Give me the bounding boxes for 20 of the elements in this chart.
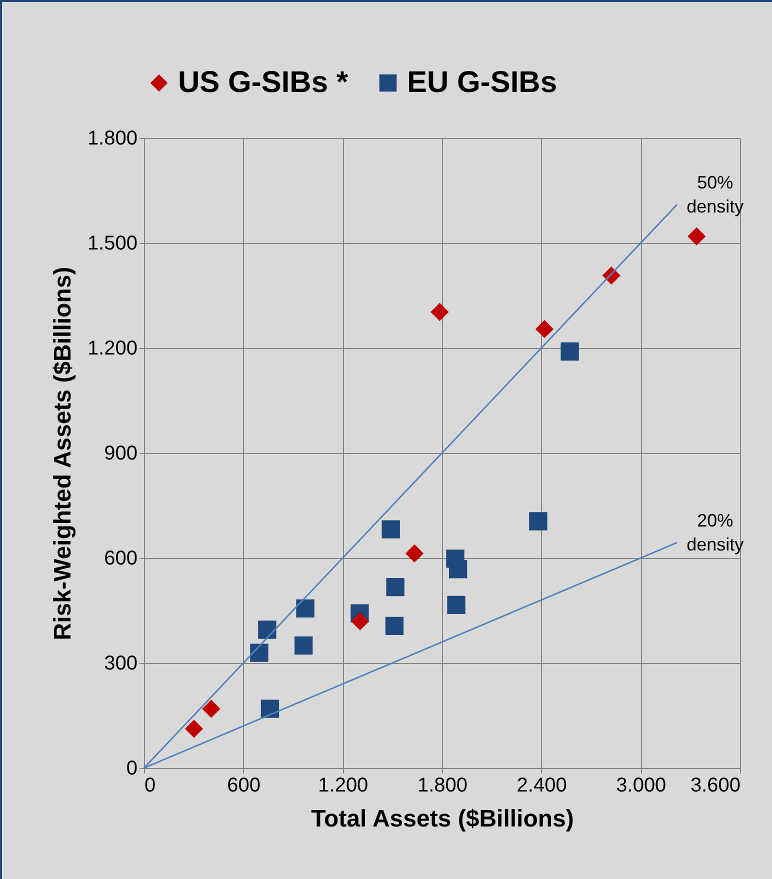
y-tick-label: 0 <box>126 758 138 780</box>
x-tick-label: 1.200 <box>318 774 368 796</box>
legend-label: US G-SIBs * <box>178 66 348 99</box>
annotation: 50% density <box>686 172 744 216</box>
x-tick-label: 1.800 <box>417 774 468 796</box>
y-tick-label: 1.200 <box>87 338 138 360</box>
y-tick-label: 1.800 <box>87 128 138 150</box>
x-tick-label: 600 <box>227 774 261 796</box>
annotation: 20% density <box>686 510 744 555</box>
y-tick-label: 300 <box>104 652 138 674</box>
y-tick-label: 900 <box>104 442 138 464</box>
x-tick-label: 3.000 <box>616 774 666 796</box>
y-axis-title: Risk-Weighted Assets ($Billions) <box>49 266 76 640</box>
x-tick-label: 3.600 <box>690 774 740 796</box>
y-tick-label: 1.500 <box>87 232 138 254</box>
legend-label: EU G-SIBs <box>407 66 558 99</box>
x-axis-title: Total Assets ($Billions) <box>311 806 574 832</box>
x-tick-label: 2.400 <box>516 774 567 796</box>
y-tick-label: 600 <box>104 548 138 570</box>
x-tick-label: 0 <box>144 774 156 796</box>
